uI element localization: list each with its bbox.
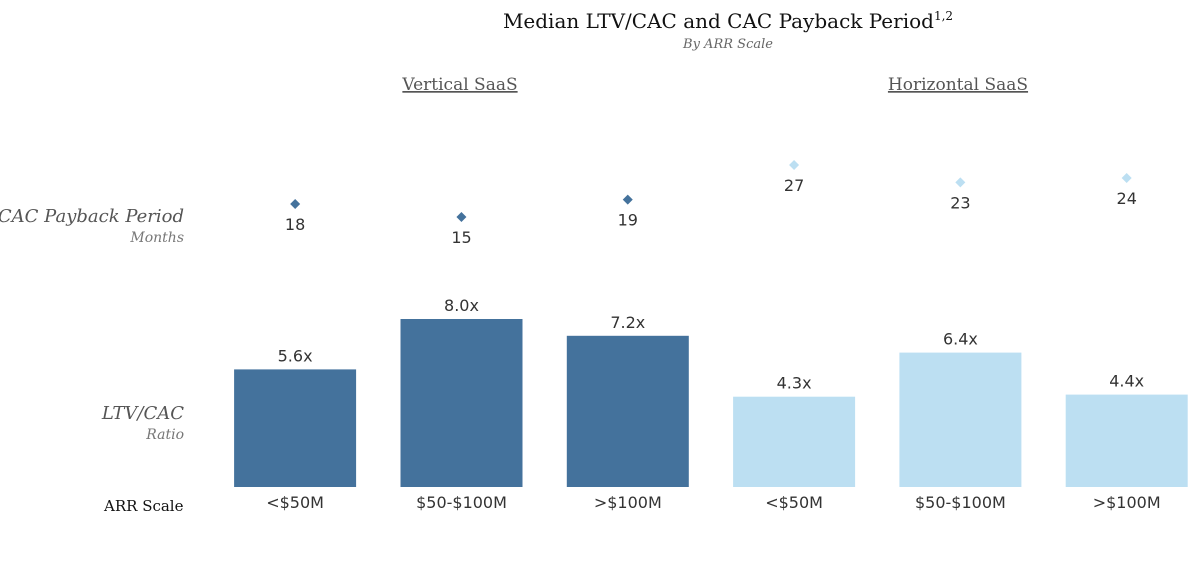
row-sublabel-payback: Months [129, 230, 184, 246]
category-tick-label: <$50M [765, 493, 823, 512]
payback-diamond-marker [789, 160, 800, 171]
chart-title-superscript: 1,2 [934, 9, 953, 23]
chart-marks: 5.6x <$50M 18 8.0x $50-$100M 15 7.2x >$100M 19 4.… [234, 160, 1188, 512]
category-tick-label: >$100M [1093, 493, 1161, 512]
payback-value-label: 15 [451, 228, 471, 247]
ltv-cac-bar [899, 352, 1022, 487]
payback-value-label: 27 [784, 176, 804, 195]
payback-diamond-marker [622, 194, 633, 205]
payback-diamond-marker [290, 199, 301, 210]
x-axis-label: ARR Scale [103, 497, 184, 515]
group-label-horizontal: Horizontal SaaS [888, 75, 1028, 95]
chart-title: Median LTV/CAC and CAC Payback Period1,2 [503, 9, 953, 33]
group-label-vertical: Vertical SaaS [401, 75, 517, 95]
category-tick-label: <$50M [266, 493, 324, 512]
payback-value-label: 24 [1117, 189, 1137, 208]
ltv-cac-bar [234, 369, 357, 487]
chart-title-text: Median LTV/CAC and CAC Payback Period [503, 9, 934, 33]
payback-diamond-marker [955, 177, 966, 188]
row-sublabel-ltv-cac: Ratio [145, 427, 184, 443]
category-tick-label: $50-$100M [915, 493, 1006, 512]
row-label-ltv-cac: LTV/CAC [101, 403, 184, 424]
payback-diamond-marker [456, 212, 467, 223]
ltv-cac-bar [566, 335, 689, 487]
ltv-cac-bar [1065, 394, 1188, 487]
ltv-cac-value-label: 4.3x [777, 374, 812, 393]
payback-diamond-marker [1121, 173, 1132, 184]
ltv-cac-value-label: 7.2x [610, 313, 645, 332]
payback-value-label: 19 [618, 211, 638, 230]
chart-subtitle: By ARR Scale [682, 37, 773, 52]
payback-value-label: 23 [950, 193, 970, 212]
ltv-cac-value-label: 5.6x [278, 346, 313, 365]
category-tick-label: $50-$100M [416, 493, 507, 512]
ltv-cac-bar [733, 396, 856, 487]
ltv-cac-bar [400, 319, 523, 487]
ltv-cac-value-label: 6.4x [943, 330, 978, 349]
category-tick-label: >$100M [594, 493, 662, 512]
row-label-payback: CAC Payback Period [0, 206, 184, 227]
ltv-cac-value-label: 8.0x [444, 296, 479, 315]
ltv-cac-value-label: 4.4x [1109, 372, 1144, 391]
payback-value-label: 18 [285, 215, 305, 234]
